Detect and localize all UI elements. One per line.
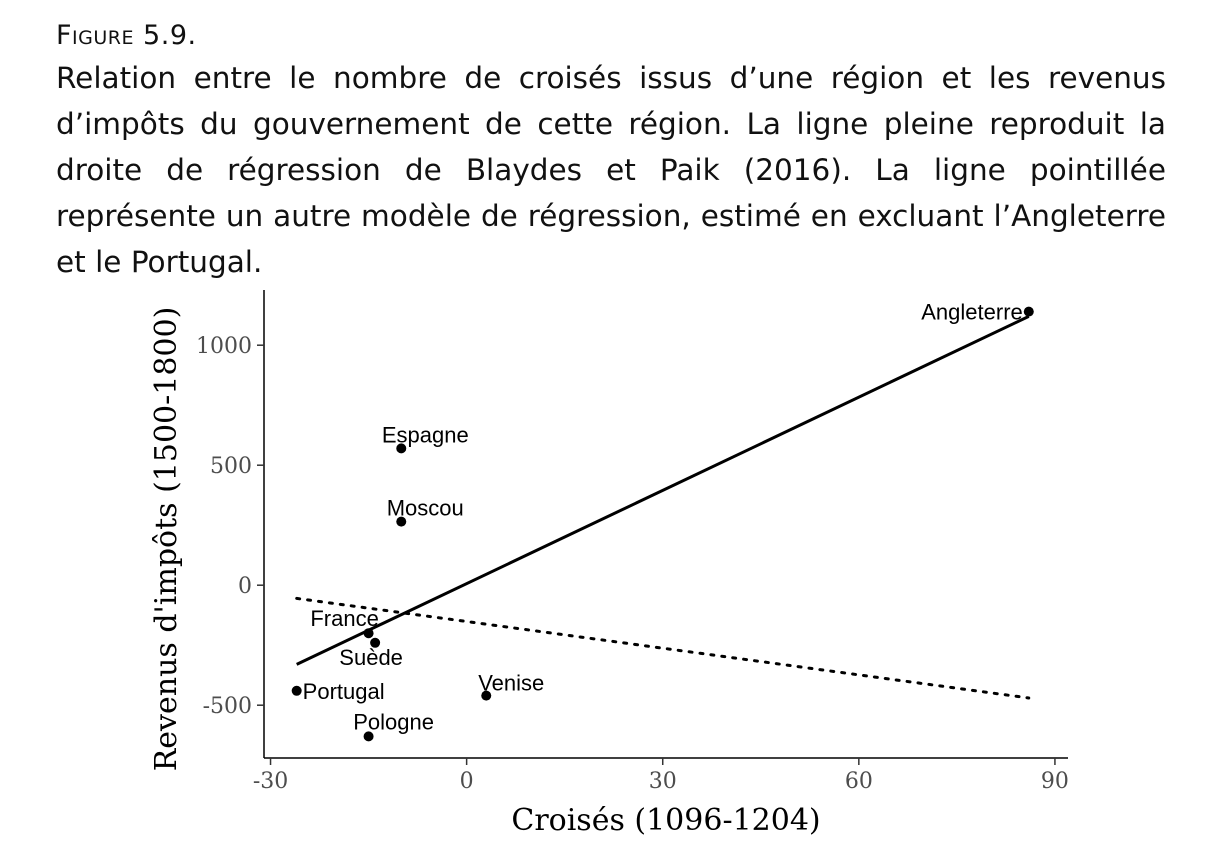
data-point: [396, 516, 407, 527]
point-label: Pologne: [353, 709, 434, 734]
data-point: [1023, 306, 1034, 317]
x-tick-label: -30: [253, 769, 288, 794]
point-label: Angleterre: [921, 300, 1023, 325]
data-point: [363, 628, 374, 639]
point-label: Moscou: [387, 496, 464, 521]
figure-label: Figure 5.9.: [56, 20, 197, 51]
figure-caption-text: Relation entre le nombre de croisés issu…: [56, 61, 1166, 279]
x-tick-label: 30: [649, 769, 677, 794]
figure-caption: Figure 5.9. Relation entre le nombre de …: [56, 20, 1166, 285]
data-point: [481, 690, 492, 701]
regression-lines: [295, 315, 1031, 700]
data-points: Angleterre Espagne Moscou France Suède Portug…: [291, 300, 1034, 742]
chart-axes: -30 0 30 60 90 -500 0 500 1000: [196, 290, 1069, 794]
y-tick-label: 0: [238, 574, 252, 599]
y-axis-title: Revenus d'impôts (1500-1800): [149, 307, 184, 772]
point-label: Venise: [478, 671, 544, 696]
x-tick-label: 90: [1041, 769, 1069, 794]
data-point: [363, 731, 374, 742]
y-tick-label: 500: [210, 454, 252, 479]
x-tick-label: 60: [845, 769, 873, 794]
data-point: [396, 443, 407, 454]
point-label: Portugal: [303, 679, 385, 704]
regression-line-solid: [296, 315, 1030, 666]
y-tick-label: -500: [203, 694, 252, 719]
point-label: Suède: [339, 645, 403, 670]
point-label: France: [310, 606, 378, 631]
y-tick-label: 1000: [196, 334, 252, 359]
data-point: [291, 685, 302, 696]
x-axis-title: Croisés (1096-1204): [511, 803, 820, 838]
data-point: [370, 637, 381, 648]
point-label: Espagne: [382, 422, 469, 447]
regression-line-dotted: [295, 596, 1031, 700]
x-tick-label: 0: [460, 769, 474, 794]
